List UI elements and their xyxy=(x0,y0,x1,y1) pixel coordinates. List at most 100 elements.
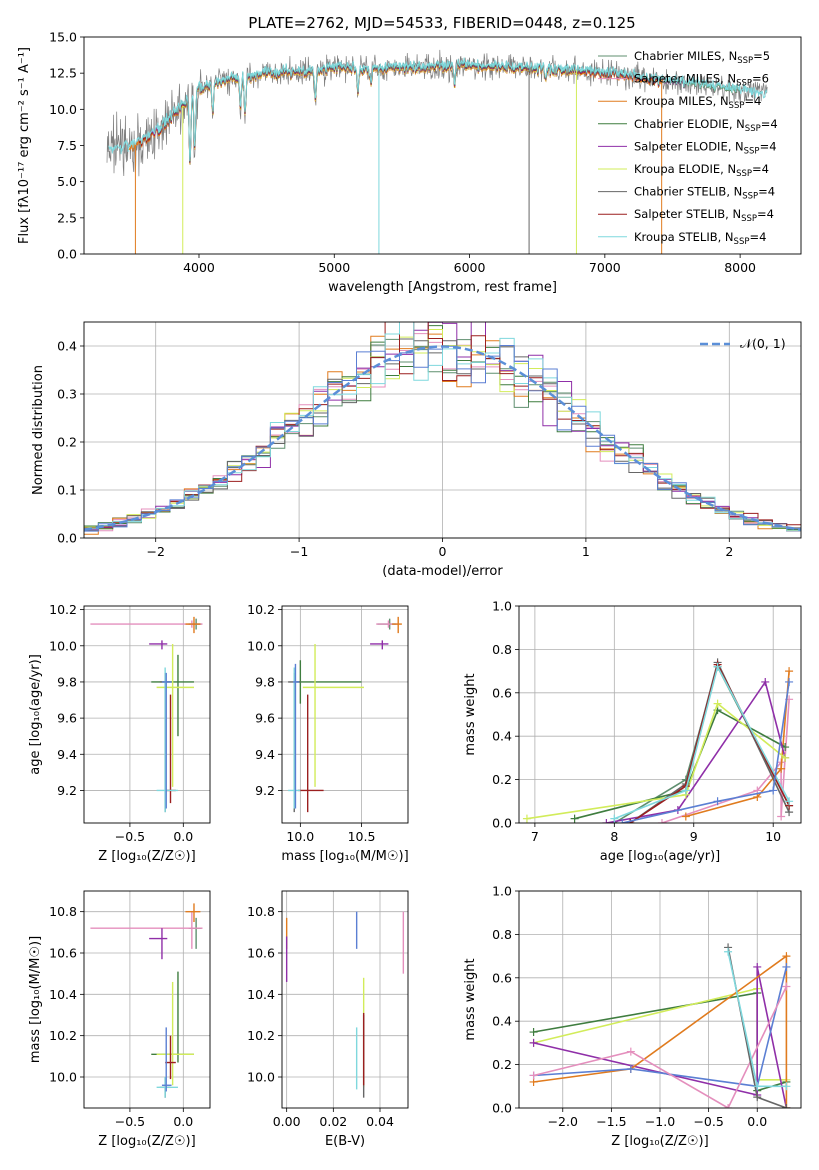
legend-entry-value: =4 xyxy=(761,117,778,131)
y-tick-label: 0.3 xyxy=(57,387,77,402)
y-tick-label: 0.4 xyxy=(492,1014,512,1029)
x-tick-label: 0.0 xyxy=(173,829,193,844)
x-tick-label: 0 xyxy=(439,544,447,559)
plot-area xyxy=(522,658,794,823)
x-tick-label: 8000 xyxy=(724,260,756,275)
y-tick-label: 10.0 xyxy=(247,1070,275,1085)
y-tick-label: 0.1 xyxy=(57,483,77,498)
y-tick-label: 0.0 xyxy=(57,531,77,546)
mass-weight-marker xyxy=(782,1082,791,1091)
plot-area xyxy=(84,322,801,535)
y-axis-label: mass weight xyxy=(463,673,478,755)
y-axis-label: mass [log₁₀(M/M☉)] xyxy=(28,936,43,1063)
mass-weight-marker xyxy=(713,662,722,671)
y-tick-label: 0.0 xyxy=(492,1101,512,1116)
x-axis-label: age [log₁₀(age/yr)] xyxy=(600,849,721,864)
axes-frame xyxy=(83,890,211,1109)
legend-entry: Chabrier MILES, NSSP=5 xyxy=(634,49,770,66)
mass-weight-marker xyxy=(626,819,635,823)
mass-weight-line-c2 xyxy=(533,954,788,1108)
legend-entry-text: Salpeter STELIB, N xyxy=(634,207,741,221)
legend-entry: Chabrier ELODIE, NSSP=4 xyxy=(634,117,778,134)
y-tick-label: 10.8 xyxy=(247,904,275,919)
x-tick-label: 7 xyxy=(531,829,539,844)
mass-weight-line-c2 xyxy=(685,671,790,818)
y-tick-label: 10.2 xyxy=(49,602,77,617)
plot-area xyxy=(106,49,768,254)
y-tick-label: 12.5 xyxy=(49,66,77,81)
mass-weight-marker xyxy=(713,797,722,806)
mass-weight-marker xyxy=(522,814,531,823)
y-tick-label: 10.0 xyxy=(49,102,77,117)
legend-entry-value: =4 xyxy=(758,185,775,199)
x-tick-label: 5000 xyxy=(318,260,350,275)
x-tick-label: 0.0 xyxy=(173,1114,193,1129)
y-tick-label: 0.2 xyxy=(492,772,512,787)
mass-weight-marker xyxy=(529,1071,538,1080)
x-tick-label: 6000 xyxy=(454,260,486,275)
legend-entry-value: =5 xyxy=(753,49,770,63)
y-tick-label: 10.0 xyxy=(49,1070,77,1085)
x-axis-label: Z [log₁₀(Z/Z☉)] xyxy=(98,1134,195,1149)
x-tick-label: −0.5 xyxy=(115,829,145,844)
normal-reference-curve xyxy=(84,345,801,531)
mass-weight-marker xyxy=(777,764,786,773)
y-tick-label: 9.6 xyxy=(57,711,77,726)
y-tick-label: 0.2 xyxy=(492,1057,512,1072)
y-tick-label: 1.0 xyxy=(492,884,512,899)
x-axis-label: mass [log₁₀(M/M☉)] xyxy=(281,849,408,864)
mass-weight-marker xyxy=(782,952,791,961)
y-tick-label: 0.0 xyxy=(492,816,512,831)
mass-weight-marker xyxy=(713,699,722,708)
model-spectrum-c2 xyxy=(128,61,664,165)
legend-entry-value: =4 xyxy=(757,207,774,221)
legend-entry: Chabrier STELIB, NSSP=4 xyxy=(634,185,775,202)
mass-weight-marker xyxy=(626,1047,635,1056)
legend-entry-text: Kroupa MILES, N xyxy=(634,94,729,108)
mass-weight-line-c4 xyxy=(606,680,786,823)
y-tick-label: 5.0 xyxy=(57,174,77,189)
mass-weight-marker xyxy=(753,1093,762,1102)
x-tick-label: 8 xyxy=(610,829,618,844)
legend-entry-sub: SSP xyxy=(745,124,761,134)
y-tick-label: 10.2 xyxy=(247,1028,275,1043)
axes-frame xyxy=(518,605,802,824)
legend-entry-sub: SSP xyxy=(742,192,758,202)
axes-frame xyxy=(281,605,409,824)
legend-entry-text: Salpeter MILES, N xyxy=(634,72,736,86)
y-tick-label: 0.2 xyxy=(57,435,77,450)
x-tick-label: −0.5 xyxy=(693,1114,723,1129)
mass-weight-marker xyxy=(681,786,690,795)
legend-entry-sub: SSP xyxy=(729,101,745,111)
x-tick-label: 4000 xyxy=(183,260,215,275)
y-axis-label: Normed distribution xyxy=(31,365,46,495)
x-tick-label: −1 xyxy=(290,544,308,559)
mass-weight-line-blue xyxy=(533,966,788,1088)
legend-entry: Salpeter MILES, NSSP=6 xyxy=(634,72,769,89)
x-tick-label: −1.0 xyxy=(645,1114,675,1129)
mass-weight-marker xyxy=(782,962,791,971)
legend-entry: Salpeter ELODIE, NSSP=4 xyxy=(634,139,777,156)
y-axis-label: age [log₁₀(age/yr)] xyxy=(28,654,43,775)
histogram-series-c8 xyxy=(84,322,801,532)
y-tick-label: 10.6 xyxy=(247,946,275,961)
legend-entry: Salpeter STELIB, NSSP=4 xyxy=(634,207,774,224)
y-tick-label: 10.6 xyxy=(49,946,77,961)
mass-weight-marker xyxy=(570,814,579,823)
legend-entry-value: =4 xyxy=(749,230,766,244)
plot-area xyxy=(285,911,405,1098)
x-axis-label: (data-model)/error xyxy=(382,564,503,579)
plot-area xyxy=(529,943,791,1108)
mass-weight-line-c1 xyxy=(533,986,788,1108)
y-tick-label: 10.0 xyxy=(49,638,77,653)
axes-frame xyxy=(281,890,409,1109)
y-tick-label: 9.4 xyxy=(255,747,275,762)
mass-weight-marker xyxy=(753,1082,762,1091)
y-tick-label: 2.5 xyxy=(57,210,77,225)
y-tick-label: 0.6 xyxy=(492,970,512,985)
x-tick-label: 2 xyxy=(725,544,733,559)
mass-weight-marker xyxy=(724,1104,733,1108)
y-tick-label: 1.0 xyxy=(492,599,512,614)
mass-weight-marker xyxy=(785,667,794,676)
